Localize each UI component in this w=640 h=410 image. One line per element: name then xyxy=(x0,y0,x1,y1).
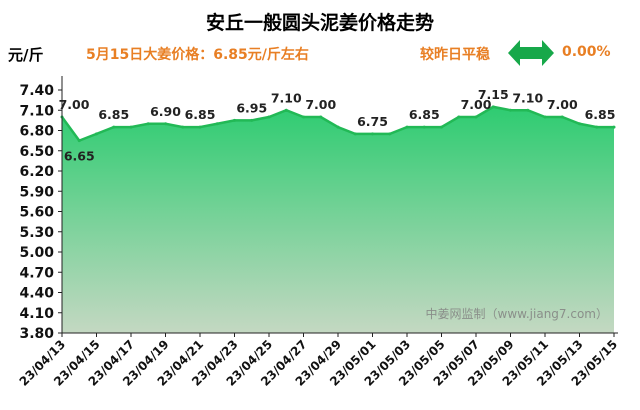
y-tick-label: 5.60 xyxy=(19,205,54,221)
data-point xyxy=(388,132,392,136)
data-point xyxy=(612,125,616,129)
compare-label: 较昨日平稳 xyxy=(420,47,490,63)
data-point xyxy=(164,122,167,126)
y-tick-label: 7.40 xyxy=(19,83,54,99)
y-tick-label: 4.70 xyxy=(19,265,54,281)
data-label: 6.85 xyxy=(98,107,129,122)
y-tick-label: 6.80 xyxy=(19,124,54,140)
data-point xyxy=(371,132,374,136)
data-point xyxy=(215,122,219,126)
data-point xyxy=(198,125,202,129)
data-point xyxy=(77,139,81,143)
data-point xyxy=(509,108,512,112)
data-label: 6.85 xyxy=(409,107,440,122)
data-label: 6.95 xyxy=(236,100,267,115)
data-point xyxy=(233,118,236,122)
y-tick-label: 6.50 xyxy=(19,144,54,160)
chart-title: 安丘一般圆头泥姜价格走势 xyxy=(205,12,434,34)
data-label: 7.15 xyxy=(478,87,509,102)
y-tick-label: 6.20 xyxy=(19,164,54,180)
data-label: 7.10 xyxy=(512,90,543,105)
data-label: 7.00 xyxy=(547,97,578,112)
y-tick-label: 5.30 xyxy=(19,225,54,241)
data-point xyxy=(560,115,564,119)
data-point xyxy=(302,115,305,119)
data-point xyxy=(284,108,288,112)
double-arrow-icon xyxy=(508,40,554,66)
data-point xyxy=(457,115,461,119)
unit-label: 元/斤 xyxy=(8,46,44,64)
data-point xyxy=(336,125,340,129)
data-label: 6.65 xyxy=(64,149,95,164)
data-point xyxy=(353,132,357,136)
y-tick-label: 3.80 xyxy=(19,326,54,342)
y-tick-label: 5.00 xyxy=(19,245,54,261)
price-area xyxy=(62,106,614,333)
watermark: 中姜网监制（www.jiang7.com） xyxy=(426,306,608,321)
data-label: 7.00 xyxy=(305,97,336,112)
data-label: 7.10 xyxy=(271,90,302,105)
data-point xyxy=(95,132,98,136)
data-point xyxy=(491,105,495,109)
y-tick-label: 7.10 xyxy=(19,103,54,119)
data-label: 6.90 xyxy=(150,104,181,119)
data-label: 6.85 xyxy=(585,107,616,122)
change-percent: 0.00% xyxy=(562,44,611,60)
data-point xyxy=(112,125,116,129)
data-label: 6.85 xyxy=(185,107,216,122)
data-point xyxy=(181,125,185,129)
data-label: 7.00 xyxy=(59,97,90,112)
y-tick-label: 4.10 xyxy=(19,306,54,322)
data-point xyxy=(474,115,478,119)
data-point xyxy=(250,118,254,122)
data-point xyxy=(578,122,581,126)
data-point xyxy=(319,115,323,119)
data-point xyxy=(146,122,150,126)
price-summary: 5月15日大姜价格：6.85元/斤左右 xyxy=(86,47,309,63)
data-point xyxy=(129,125,133,129)
data-label: 7.00 xyxy=(461,97,492,112)
data-point xyxy=(267,115,271,119)
data-point xyxy=(405,125,409,129)
data-point xyxy=(543,115,547,119)
y-tick-label: 4.40 xyxy=(19,286,54,302)
data-point xyxy=(526,108,530,112)
data-point xyxy=(440,125,443,129)
y-tick-label: 5.90 xyxy=(19,184,54,200)
data-label: 6.75 xyxy=(357,114,388,129)
data-point xyxy=(595,125,599,129)
data-point xyxy=(422,125,426,129)
